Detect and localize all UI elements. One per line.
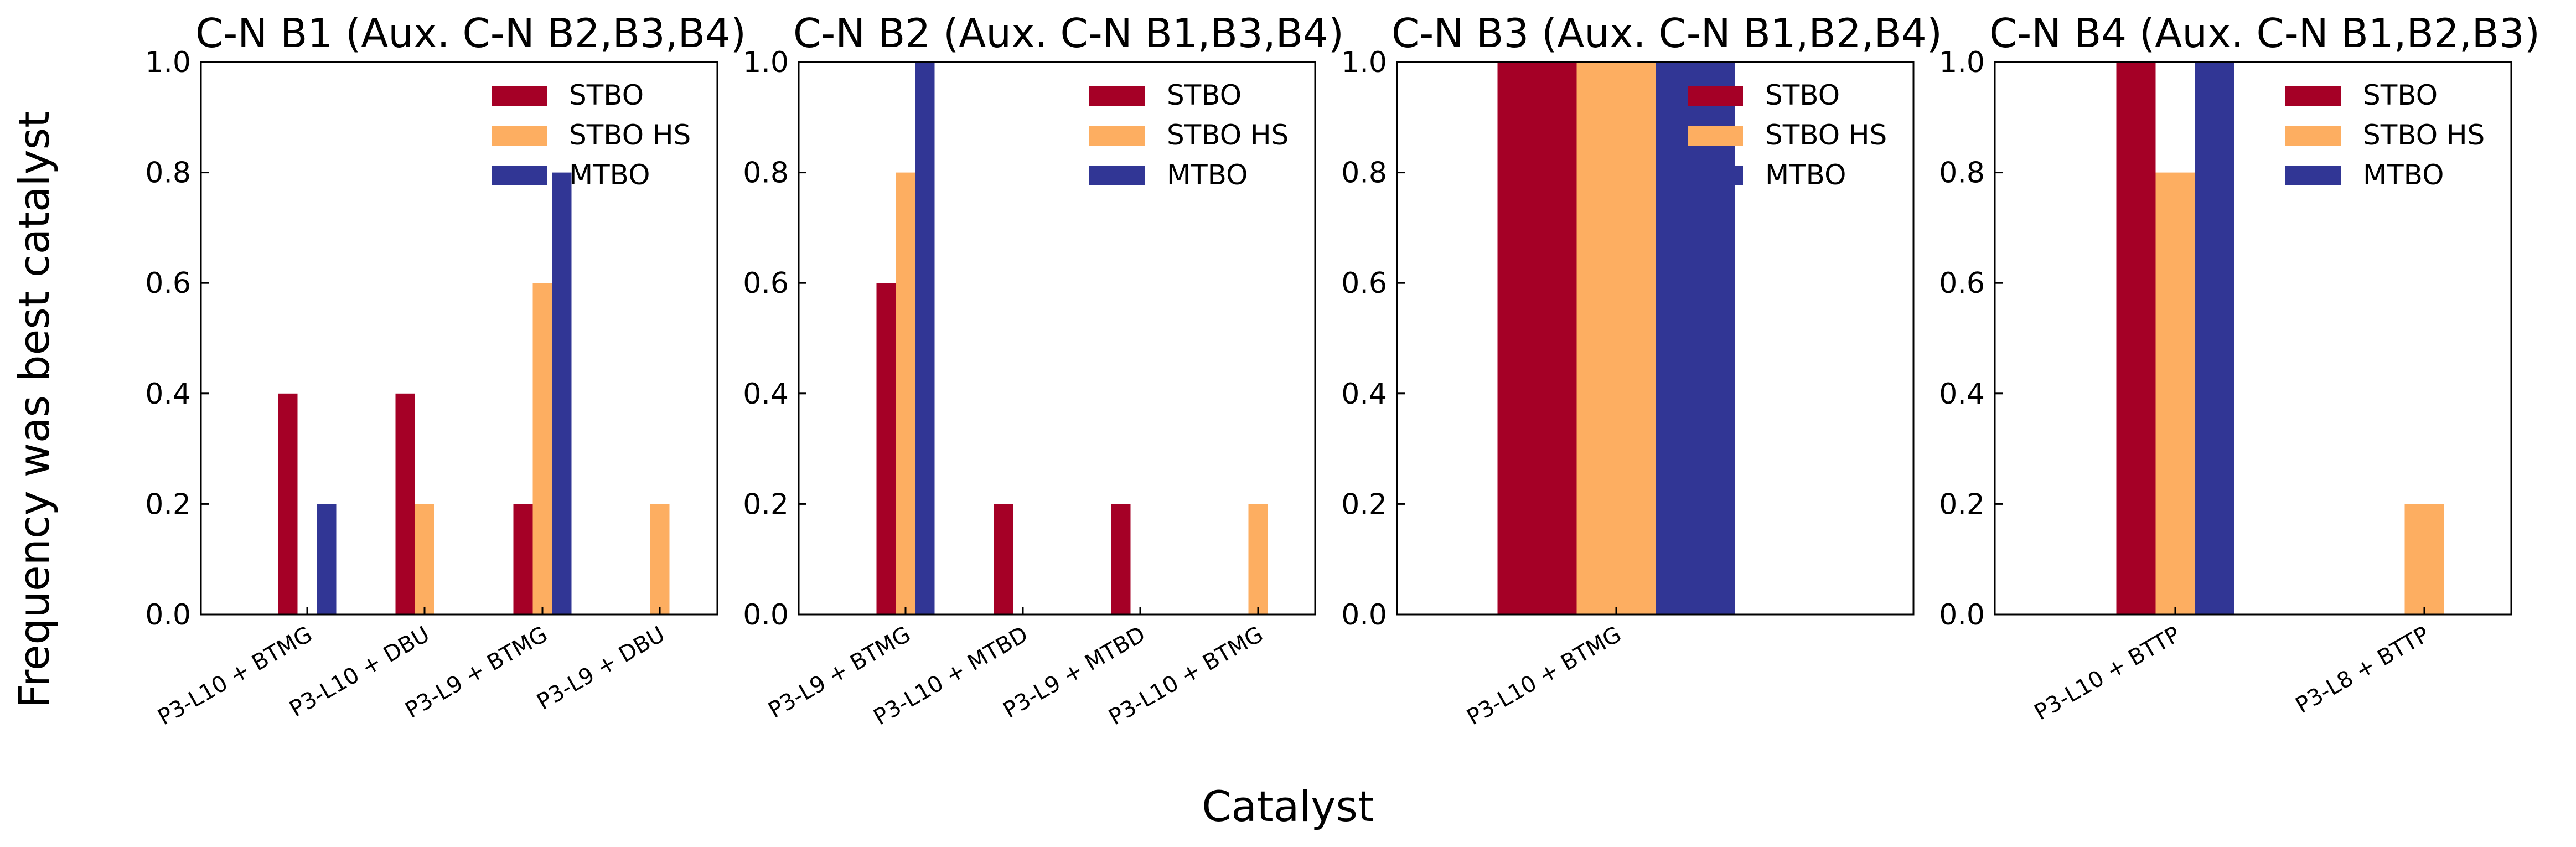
plot-frame (200, 61, 718, 616)
bar-stbo-1 (1497, 62, 1577, 614)
legend-swatch (2285, 126, 2341, 146)
bar-stbo-hs-2 (415, 504, 434, 614)
bar-mtbo-1 (915, 62, 935, 614)
y-tick-label: 0.2 (1939, 488, 1985, 521)
bar-stbo-hs-1 (896, 172, 915, 615)
y-tick-label: 0.8 (1939, 157, 1985, 190)
legend-swatch (1688, 126, 1743, 146)
y-tick-label: 0.8 (1341, 157, 1387, 190)
chart-title: C-N B1 (Aux. C-N B2,B3,B4) (195, 10, 746, 56)
bar-stbo-3 (1111, 504, 1131, 614)
y-tick-label: 1.0 (1341, 46, 1387, 79)
legend-swatch (492, 166, 547, 185)
legend-swatch (492, 86, 547, 106)
y-axis-label: Frequency was best catalyst (9, 111, 59, 708)
y-tick-label: 0.4 (145, 378, 191, 411)
legend-label: MTBO (1765, 159, 1846, 191)
bar-stbo-hs-1 (2155, 172, 2195, 615)
y-tick-label: 0.6 (1939, 267, 1985, 300)
bar-stbo-2 (395, 393, 415, 614)
legend-swatch (1688, 86, 1743, 106)
legend-label: STBO HS (1765, 119, 1887, 151)
y-tick-label: 0.2 (1341, 488, 1387, 521)
legend-label: STBO HS (2363, 119, 2485, 151)
y-tick-label: 0.6 (743, 267, 789, 300)
y-tick-label: 0.6 (1341, 267, 1387, 300)
legend-label: MTBO (2363, 159, 2444, 191)
bar-mtbo-1 (2195, 62, 2234, 614)
legend-swatch (2285, 166, 2341, 185)
legend: STBO STBO HS MTBO (492, 79, 691, 191)
legend-label: STBO HS (1167, 119, 1289, 151)
legend-swatch (1688, 166, 1743, 185)
bar-stbo-hs-4 (1248, 504, 1268, 614)
legend-swatch (1089, 86, 1145, 106)
y-tick-label: 0.4 (743, 378, 789, 411)
bar-stbo-1 (278, 393, 298, 614)
legend-label: STBO (1765, 79, 1840, 111)
legend-label: STBO HS (569, 119, 691, 151)
legend-label: STBO (2363, 79, 2438, 111)
plot-frame (798, 61, 1316, 616)
y-tick-label: 0.0 (145, 598, 191, 632)
legend-label: MTBO (1167, 159, 1248, 191)
bar-mtbo-1 (1656, 62, 1735, 614)
bar-stbo-hs-4 (650, 504, 670, 614)
y-tick-label: 0.0 (1939, 598, 1985, 632)
legend: STBO STBO HS MTBO (1089, 79, 1289, 191)
y-tick-label: 1.0 (1939, 46, 1985, 79)
bar-stbo-1 (876, 283, 896, 614)
legend: STBO STBO HS MTBO (2285, 79, 2485, 191)
y-tick-label: 0.4 (1939, 378, 1985, 411)
plot-frame (1396, 61, 1915, 616)
legend-label: MTBO (569, 159, 650, 191)
y-tick-label: 0.6 (145, 267, 191, 300)
y-tick-label: 1.0 (145, 46, 191, 79)
y-tick-label: 0.8 (743, 157, 789, 190)
bar-stbo-hs-1 (1576, 62, 1656, 614)
x-axis-label: Catalyst (1202, 782, 1374, 831)
y-tick-label: 0.4 (1341, 378, 1387, 411)
y-tick-label: 0.0 (1341, 598, 1387, 632)
chart-title: C-N B2 (Aux. C-N B1,B3,B4) (793, 10, 1344, 56)
legend-label: STBO (569, 79, 644, 111)
chart-title: C-N B3 (Aux. C-N B1,B2,B4) (1392, 10, 1942, 56)
chart-title: C-N B4 (Aux. C-N B1,B2,B3) (1989, 10, 2540, 56)
bar-stbo-1 (2116, 62, 2156, 614)
bar-stbo-hs-2 (2404, 504, 2444, 614)
y-tick-label: 0.8 (145, 157, 191, 190)
y-tick-label: 1.0 (743, 46, 789, 79)
legend: STBO STBO HS MTBO (1688, 79, 1887, 191)
y-tick-label: 0.2 (743, 488, 789, 521)
bar-stbo-hs-3 (532, 283, 552, 614)
legend-swatch (492, 126, 547, 146)
y-tick-label: 0.0 (743, 598, 789, 632)
legend-label: STBO (1167, 79, 1242, 111)
y-tick-label: 0.2 (145, 488, 191, 521)
bar-mtbo-1 (317, 504, 337, 614)
bar-mtbo-3 (552, 172, 572, 615)
legend-swatch (2285, 86, 2341, 106)
plot-frame (1994, 61, 2512, 616)
bar-stbo-2 (994, 504, 1013, 614)
bar-stbo-3 (513, 504, 533, 614)
legend-swatch (1089, 126, 1145, 146)
legend-swatch (1089, 166, 1145, 185)
